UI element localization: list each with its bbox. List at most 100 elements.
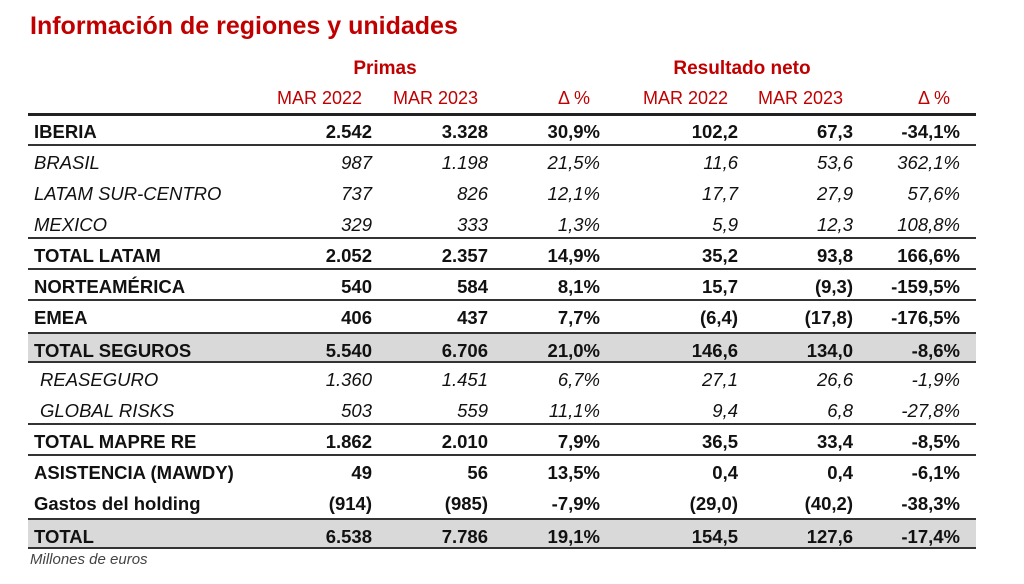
table-cell: 406 (341, 307, 372, 328)
table-cell: 53,6 (816, 152, 853, 173)
table-cell: 7,7% (557, 307, 600, 328)
table-cell: 737 (341, 183, 372, 204)
column-header: Δ % (557, 88, 590, 108)
table-cell: 35,2 (701, 245, 738, 266)
table-cell: 540 (341, 276, 372, 297)
table-cell: 0,4 (712, 462, 738, 483)
table-cell: 6,7% (557, 369, 600, 390)
table-cell: 12,3 (816, 214, 853, 235)
table-cell: 2.542 (325, 121, 372, 142)
row-label: BRASIL (34, 152, 100, 173)
group-header-resultado-neto: Resultado neto (673, 58, 811, 79)
table-row: Gastos del holding (914) (985) -7,9% (29,0) (… (28, 487, 976, 518)
table-cell: 17,7 (701, 183, 738, 204)
table-cell: 6.538 (325, 526, 372, 547)
table-cell: (985) (444, 493, 488, 514)
table-cell: 362,1% (897, 152, 960, 173)
table-cell: 5,9 (712, 214, 738, 235)
table-cell: 333 (457, 214, 488, 235)
table-cell: 6.706 (441, 340, 488, 361)
table-cell: (9,3) (814, 276, 853, 297)
table-cell: 26,6 (816, 369, 853, 390)
table-cell: (914) (328, 493, 372, 514)
page-title: Información de regiones y unidades (30, 12, 458, 40)
table-cell: 987 (341, 152, 372, 173)
table-cell: 11,1% (548, 400, 600, 421)
column-header: MAR 2023 (757, 88, 843, 108)
table-cell: 0,4 (827, 462, 853, 483)
table-cell: 56 (467, 462, 488, 483)
table-cell: 146,6 (691, 340, 738, 361)
table-cell: 9,4 (712, 400, 738, 421)
table-cell: -34,1% (901, 121, 960, 142)
table-cell: 3.328 (441, 121, 488, 142)
row-label: TOTAL LATAM (34, 245, 161, 266)
table-cell: 108,8% (897, 214, 960, 235)
table-row: EMEA 406 437 7,7% (6,4) (17,8) -176,5% (28, 301, 976, 332)
table-row: TOTAL LATAM 2.052 2.357 14,9% 35,2 93,8 166,6% (28, 239, 976, 270)
table-row: IBERIA 2.542 3.328 30,9% 102,2 67,3 -34,1% (28, 115, 976, 146)
table-row: ASISTENCIA (MAWDY) 49 56 13,5% 0,4 0,4 -6,1% (28, 456, 976, 487)
table-cell: 127,6 (806, 526, 853, 547)
table-cell: 36,5 (701, 431, 738, 452)
table-cell: 2.357 (441, 245, 488, 266)
table-row: GLOBAL RISKS 503 559 11,1% 9,4 6,8 -27,8% (28, 394, 976, 425)
row-label: IBERIA (34, 121, 97, 142)
row-label: EMEA (34, 307, 88, 328)
table-cell: 27,9 (816, 183, 853, 204)
column-header: MAR 2022 (276, 88, 362, 108)
table-cell: 14,9% (547, 245, 600, 266)
table-cell: 12,1% (547, 183, 600, 204)
table-cell: 584 (457, 276, 488, 297)
table-row: TOTAL 6.538 7.786 19,1% 154,5 127,6 -17,4% (28, 518, 976, 549)
table-cell: 5.540 (325, 340, 372, 361)
table-cell: 8,1% (557, 276, 600, 297)
table-row: NORTEAMÉRICA 540 584 8,1% 15,7 (9,3) -159,5% (28, 270, 976, 301)
table-cell: 11,6 (703, 152, 738, 173)
table-cell: 102,2 (691, 121, 738, 142)
table-cell: 93,8 (816, 245, 853, 266)
table-row: REASEGURO 1.360 1.451 6,7% 27,1 26,6 -1,9% (28, 363, 976, 394)
table-cell: 1.360 (325, 369, 372, 390)
table-cell: -8,6% (911, 340, 960, 361)
table-cell: 21,5% (547, 152, 600, 173)
table-cell: 27,1 (701, 369, 738, 390)
table-cell: -1,9% (911, 369, 960, 390)
group-header-primas: Primas (353, 58, 417, 79)
table-cell: -159,5% (891, 276, 960, 297)
row-label: TOTAL SEGUROS (34, 340, 192, 361)
table-row: LATAM SUR-CENTRO 737 826 12,1% 17,7 27,9 57,6% (28, 177, 976, 208)
row-label: NORTEAMÉRICA (34, 276, 186, 297)
table-cell: (6,4) (699, 307, 738, 328)
table-row: TOTAL MAPRE RE 1.862 2.010 7,9% 36,5 33,4 -8,5… (28, 425, 976, 456)
table-cell: 6,8 (827, 400, 853, 421)
table-cell: 1,3% (557, 214, 600, 235)
table-cell: 1.862 (325, 431, 372, 452)
column-header: MAR 2023 (392, 88, 478, 108)
table-cell: 2.010 (441, 431, 488, 452)
table-cell: -17,4% (901, 526, 960, 547)
table-cell: -6,1% (911, 462, 960, 483)
regions-table: IBERIA 2.542 3.328 30,9% 102,2 67,3 -34,1% BRAS… (28, 115, 976, 549)
table-cell: 7.786 (441, 526, 488, 547)
table-cell: 1.451 (441, 369, 488, 390)
table-cell: 559 (457, 400, 488, 421)
table-cell: (40,2) (804, 493, 853, 514)
row-label: ASISTENCIA (MAWDY) (34, 462, 234, 483)
column-header: Δ % (917, 88, 950, 108)
table-cell: 21,0% (547, 340, 600, 361)
table-cell: 437 (457, 307, 488, 328)
table-cell: 30,9% (547, 121, 600, 142)
row-label: TOTAL (34, 526, 94, 547)
table-row: BRASIL 987 1.198 21,5% 11,6 53,6 362,1% (28, 146, 976, 177)
table-cell: (17,8) (804, 307, 853, 328)
table-cell: -7,9% (551, 493, 600, 514)
column-header: MAR 2022 (642, 88, 728, 108)
table-cell: -176,5% (891, 307, 960, 328)
table-cell: -38,3% (901, 493, 960, 514)
table-cell: 67,3 (816, 121, 853, 142)
table-cell: -27,8% (901, 400, 960, 421)
table-cell: 826 (457, 183, 488, 204)
row-label: MEXICO (34, 214, 107, 235)
table-cell: 33,4 (816, 431, 853, 452)
